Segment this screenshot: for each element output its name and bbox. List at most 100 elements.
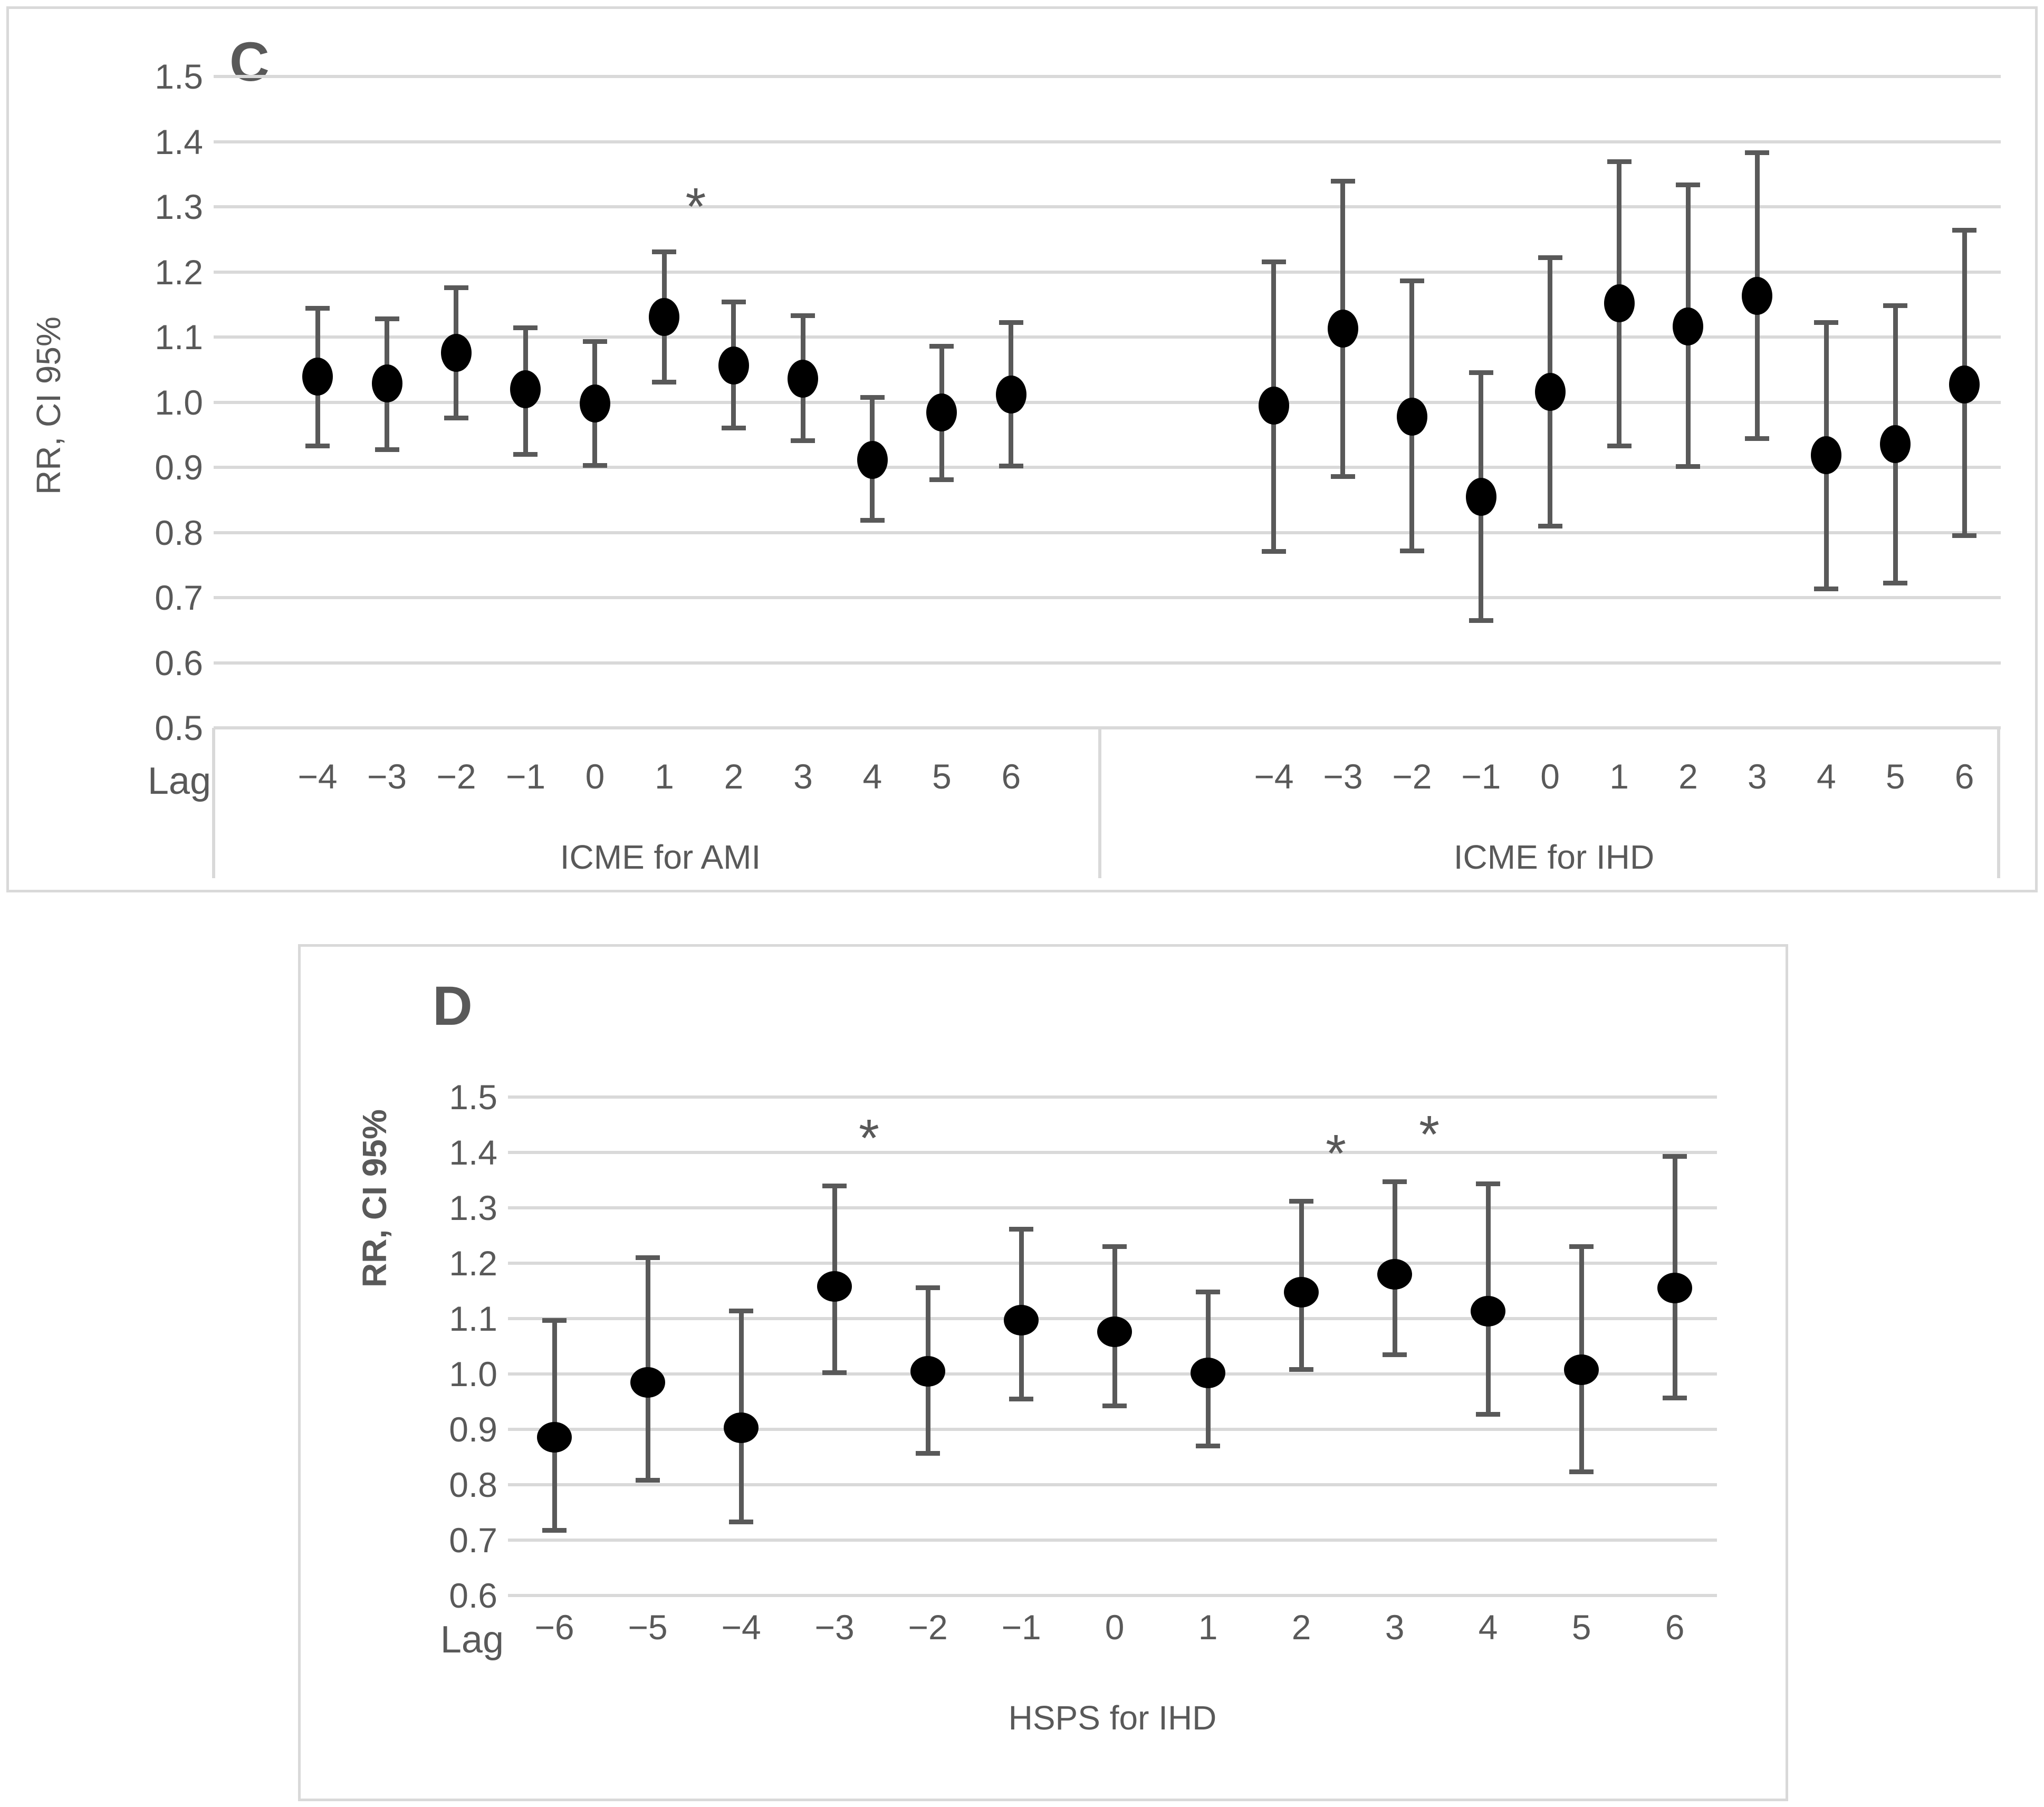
y-tick-label: 1.1	[449, 1299, 497, 1338]
gridline	[214, 466, 2001, 469]
error-bar-cap	[1383, 1352, 1407, 1357]
data-point-marker	[1327, 309, 1358, 348]
error-bar-cap	[1196, 1290, 1221, 1295]
y-tick-label: 1.5	[155, 57, 203, 96]
lag-tick-label: 5	[1885, 757, 1905, 796]
data-point-marker	[510, 370, 541, 408]
lag-tick-label: 6	[1001, 757, 1021, 796]
group-label: HSPS for IHD	[1008, 1699, 1217, 1737]
panel-D: D RR, CI 95% Lag 1.5 1.4 1.3 1.2 1.1 1.0 0.9 0.…	[298, 944, 1788, 1801]
error-bar-cap	[1469, 618, 1493, 623]
data-point-marker	[1004, 1305, 1039, 1336]
error-bar-cap	[1745, 436, 1770, 441]
error-bar-cap	[999, 464, 1023, 469]
y-axis-title-D: RR, CI 95%	[356, 1109, 394, 1287]
error-bar-cap	[1469, 370, 1493, 376]
data-point-marker	[817, 1271, 852, 1302]
gridline	[214, 270, 2001, 274]
panel-letter-C: C	[229, 31, 270, 93]
data-point-marker	[649, 297, 680, 336]
y-tick-label: 1.3	[155, 187, 203, 226]
error-bar-cap	[1009, 1227, 1034, 1232]
lag-axis-label-C: Lag	[147, 760, 211, 802]
group-label: ICME for IHD	[1453, 838, 1655, 876]
y-tick-label: 0.7	[155, 578, 203, 617]
error-bar-cap	[513, 325, 538, 331]
lag-tick-label: −1	[1461, 757, 1501, 796]
lag-tick-label: 2	[1291, 1608, 1311, 1647]
error-bar-cap	[1330, 179, 1355, 184]
error-bar-cap	[822, 1370, 847, 1376]
data-point-marker	[1657, 1273, 1693, 1304]
lag-tick-label: −2	[436, 757, 476, 796]
lag-tick-label: 5	[1571, 1608, 1591, 1647]
error-bar-cap	[860, 517, 885, 523]
data-point-marker	[371, 364, 402, 402]
lag-tick-label: 0	[1105, 1608, 1125, 1647]
data-point-marker	[1564, 1354, 1599, 1385]
y-tick-label: 1.0	[449, 1354, 497, 1393]
data-point-marker	[718, 347, 749, 385]
error-bar-cap	[791, 313, 815, 318]
error-bar-cap	[1952, 533, 1977, 539]
lag-tick-label: 3	[1748, 757, 1767, 796]
lag-tick-label: −2	[908, 1608, 948, 1647]
lag-tick-label: −2	[1392, 757, 1432, 796]
error-bar-cap	[636, 1255, 660, 1260]
y-tick-label: 1.2	[155, 252, 203, 292]
y-tick-label: 1.4	[449, 1133, 497, 1172]
lag-tick-label: −4	[721, 1608, 761, 1647]
data-point-marker	[1604, 284, 1635, 322]
panel-letter-D: D	[433, 975, 473, 1037]
significance-asterisk: *	[859, 1109, 879, 1168]
error-bar-cap	[822, 1183, 847, 1188]
gridline	[508, 1428, 1717, 1431]
gridline	[214, 661, 2001, 665]
data-point-marker	[1258, 386, 1289, 425]
error-bar-cap	[721, 299, 746, 304]
data-point-marker	[1534, 372, 1566, 411]
category-separator	[212, 728, 215, 878]
category-separator	[1997, 728, 2000, 878]
error-bar-cap	[1607, 159, 1632, 165]
lag-tick-label: 0	[585, 757, 605, 796]
data-point-marker	[630, 1367, 666, 1398]
error-bar-cap	[305, 306, 330, 311]
lag-tick-label: 6	[1954, 757, 1974, 796]
error-bar-cap	[1399, 278, 1424, 284]
lag-tick-label: 6	[1665, 1608, 1685, 1647]
error-bar-cap	[1663, 1154, 1687, 1159]
error-bar-cap	[929, 343, 954, 349]
error-bar-cap	[1538, 523, 1562, 528]
error-bar-cap	[1676, 464, 1701, 469]
error-bar-cap	[1952, 227, 1977, 233]
lag-tick-label: 1	[1609, 757, 1629, 796]
data-point-marker	[1465, 477, 1496, 516]
data-point-marker	[1742, 277, 1773, 315]
error-bar-cap	[1102, 1244, 1127, 1249]
error-bar-cap	[652, 379, 677, 385]
y-tick-label: 0.8	[449, 1465, 497, 1504]
error-bar-cap	[1289, 1367, 1314, 1372]
y-tick-label: 0.6	[155, 643, 203, 683]
error-bar-cap	[1261, 259, 1286, 265]
lag-axis-label-D: Lag	[440, 1619, 504, 1661]
gridline	[214, 140, 2001, 143]
gridline	[508, 1594, 1717, 1597]
data-point-marker	[1097, 1316, 1133, 1348]
data-point-marker	[788, 360, 819, 398]
data-point-marker	[724, 1412, 759, 1443]
error-bar-cap	[791, 438, 815, 443]
significance-asterisk: *	[685, 177, 706, 237]
lag-tick-label: −3	[367, 757, 407, 796]
lag-tick-label: −4	[1254, 757, 1294, 796]
error-bar-cap	[444, 415, 468, 420]
lag-tick-label: 5	[932, 757, 952, 796]
gridline	[508, 1151, 1717, 1154]
lag-tick-label: −3	[814, 1608, 855, 1647]
error-bar-cap	[582, 463, 607, 468]
lag-tick-label: −3	[1323, 757, 1363, 796]
error-bar-cap	[1009, 1396, 1034, 1401]
y-tick-label: 0.7	[449, 1521, 497, 1560]
